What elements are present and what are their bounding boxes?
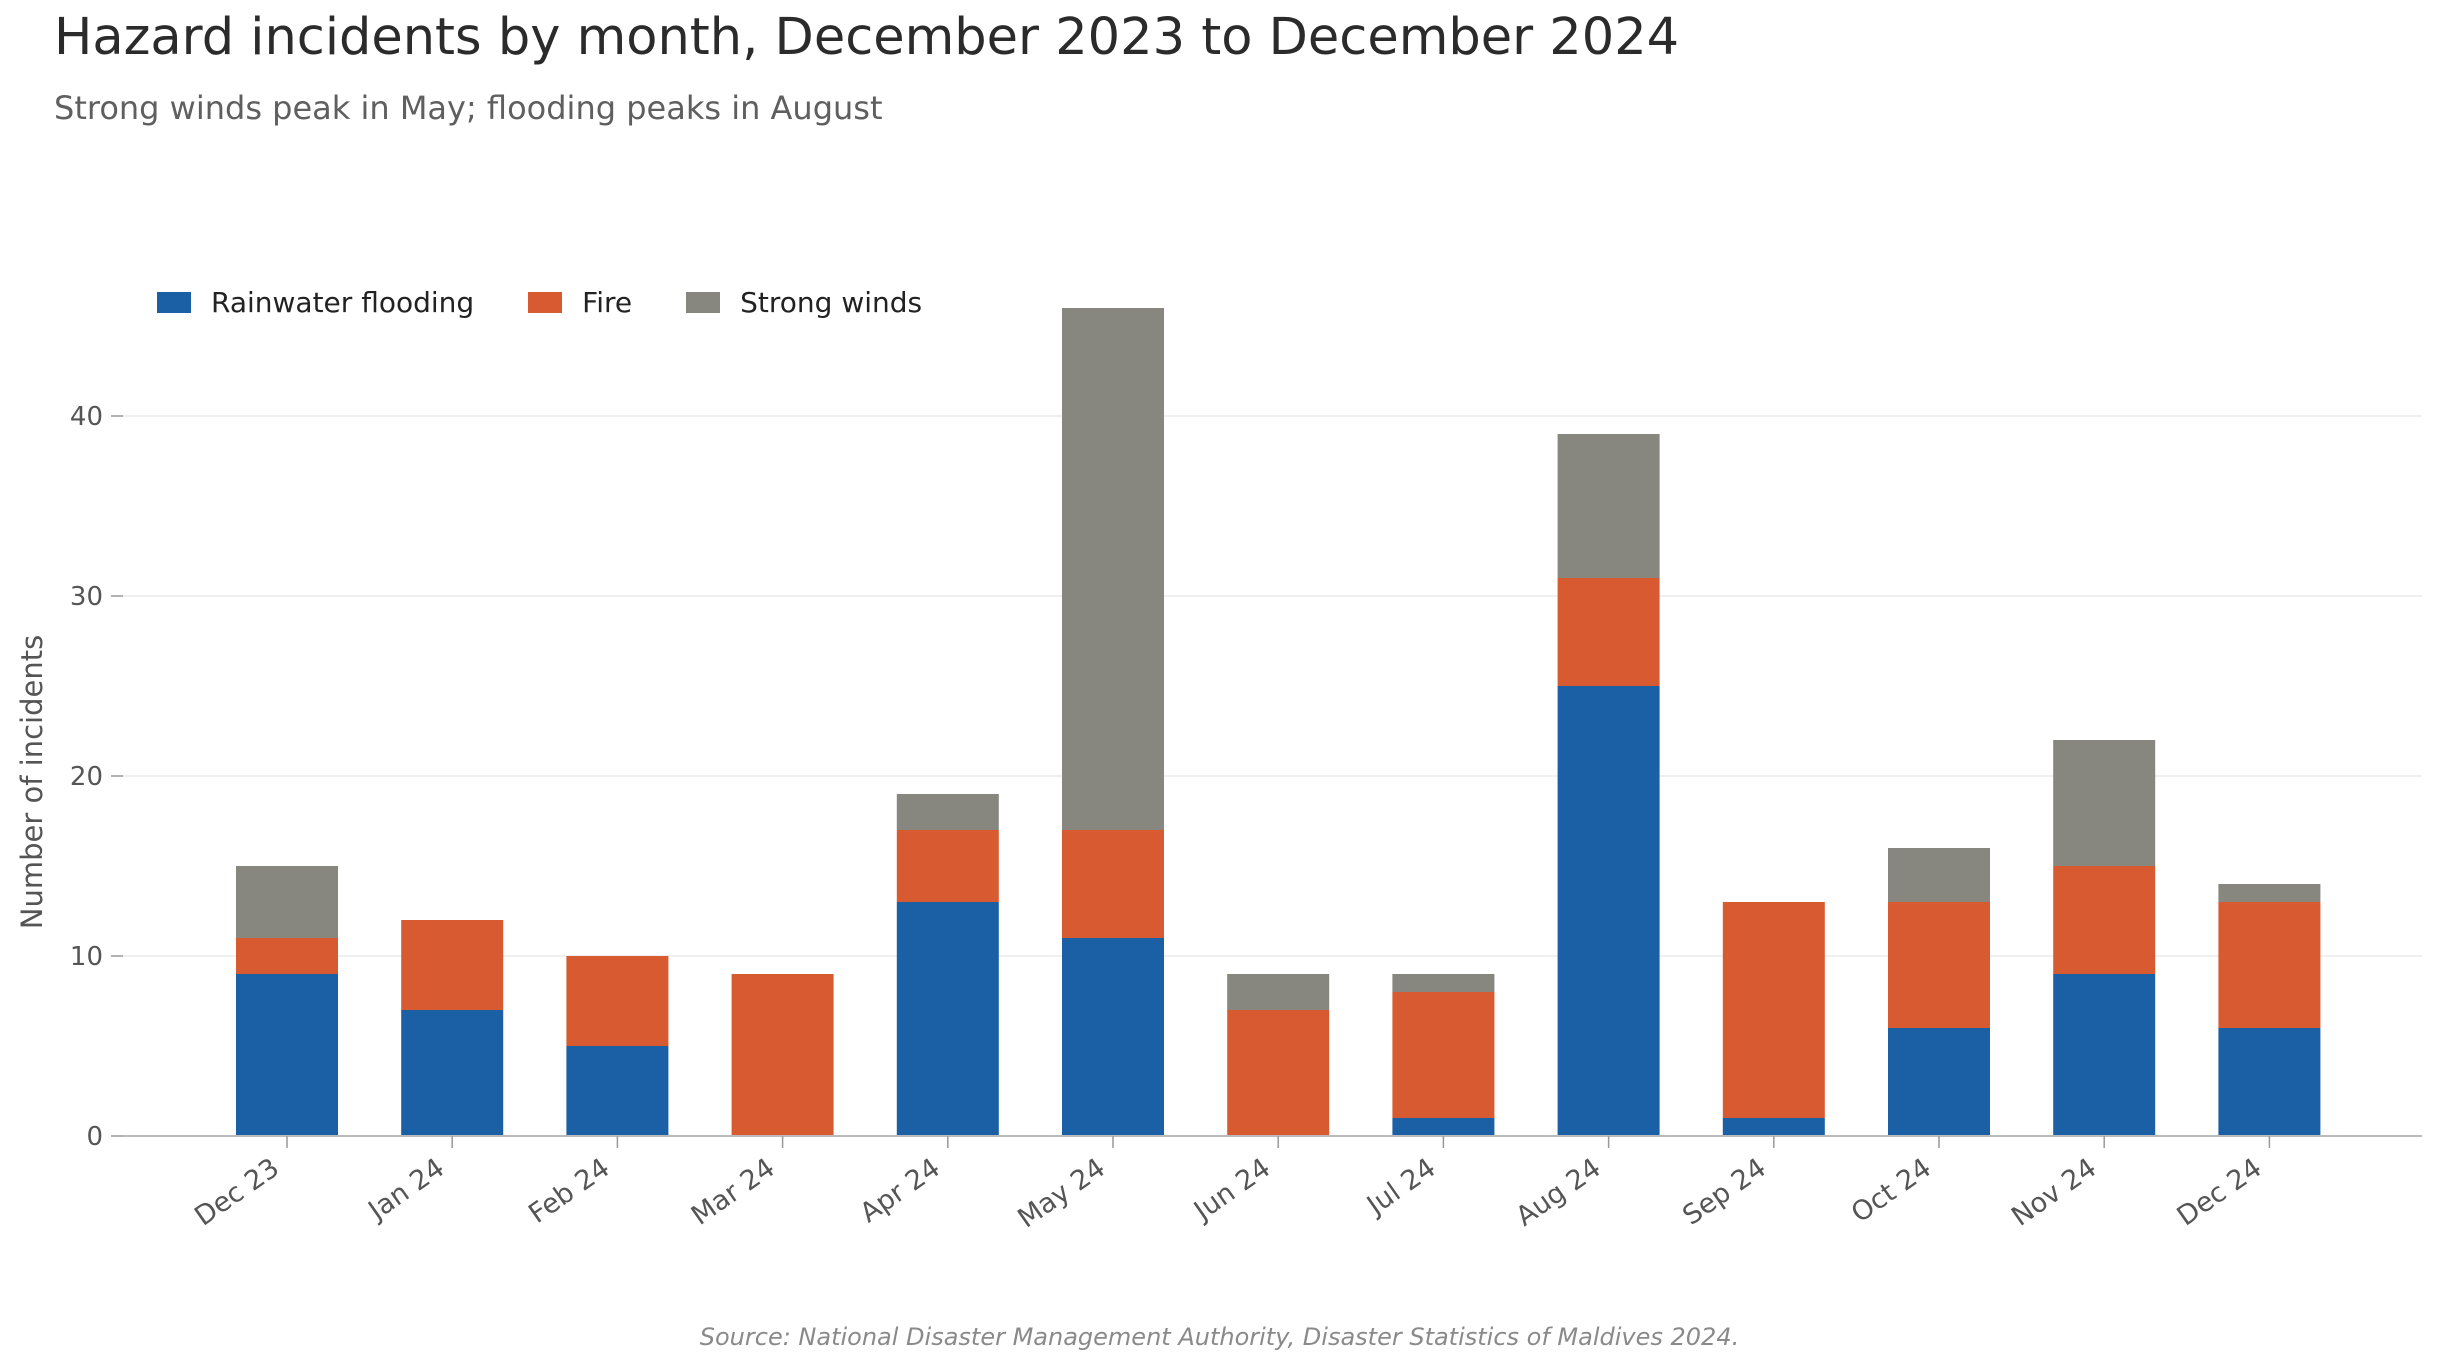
bar-fire-sep-24 bbox=[1722, 902, 1825, 1118]
bar-strong-winds-jul-24 bbox=[1392, 974, 1495, 992]
bar-fire-mar-24 bbox=[731, 974, 834, 1136]
y-tick-label-0: 0 bbox=[86, 1122, 103, 1152]
bar-fire-jan-24 bbox=[401, 920, 504, 1010]
legend-item-strong-winds: Strong winds bbox=[686, 286, 922, 319]
bar-strong-winds-dec-23 bbox=[236, 866, 338, 938]
legend-label-strong-winds: Strong winds bbox=[740, 286, 923, 319]
bar-rainwater-flooding-sep-24 bbox=[1722, 1118, 1825, 1136]
source-note: Source: National Disaster Management Aut… bbox=[699, 1323, 1740, 1351]
x-tick-label: Jun 24 bbox=[1187, 1152, 1276, 1227]
bar-fire-oct-24 bbox=[1888, 902, 1990, 1028]
chart-title: Hazard incidents by month, December 2023… bbox=[54, 8, 1680, 67]
y-tick-label-30: 30 bbox=[70, 582, 103, 612]
bar-rainwater-flooding-dec-24 bbox=[2218, 1028, 2321, 1136]
x-tick-label: Dec 24 bbox=[2172, 1152, 2268, 1232]
bar-strong-winds-dec-24 bbox=[2218, 884, 2321, 902]
bar-rainwater-flooding-oct-24 bbox=[1888, 1028, 1990, 1136]
x-tick-label: Jul 24 bbox=[1360, 1152, 1441, 1222]
bar-fire-jun-24 bbox=[1227, 1010, 1330, 1136]
bar-fire-nov-24 bbox=[2053, 866, 2156, 974]
bar-fire-may-24 bbox=[1062, 830, 1164, 938]
bar-fire-dec-23 bbox=[236, 938, 338, 974]
bar-strong-winds-aug-24 bbox=[1557, 434, 1660, 578]
bar-rainwater-flooding-dec-23 bbox=[236, 974, 338, 1136]
bar-fire-aug-24 bbox=[1557, 578, 1660, 686]
bar-rainwater-flooding-nov-24 bbox=[2053, 974, 2156, 1136]
x-tick-label: Dec 23 bbox=[189, 1152, 285, 1232]
bar-rainwater-flooding-aug-24 bbox=[1557, 686, 1660, 1136]
x-tick-label: Feb 24 bbox=[523, 1152, 615, 1229]
bar-rainwater-flooding-may-24 bbox=[1062, 938, 1164, 1136]
legend-swatch-flooding bbox=[157, 292, 191, 313]
bar-strong-winds-may-24 bbox=[1062, 308, 1164, 830]
x-tick-label: May 24 bbox=[1012, 1152, 1111, 1234]
chart-subtitle: Strong winds peak in May; flooding peaks… bbox=[54, 89, 883, 127]
legend-item-flooding: Rainwater flooding bbox=[157, 286, 474, 319]
x-tick-label: Aug 24 bbox=[1510, 1152, 1606, 1232]
legend-swatch-fire bbox=[528, 292, 563, 313]
x-tick-label: Oct 24 bbox=[1846, 1152, 1937, 1229]
bar-fire-apr-24 bbox=[896, 830, 999, 902]
x-tick-label: Apr 24 bbox=[855, 1152, 946, 1229]
y-tick-label-40: 40 bbox=[70, 402, 103, 432]
bar-fire-feb-24 bbox=[566, 956, 669, 1046]
x-tick-label: Sep 24 bbox=[1677, 1152, 1772, 1231]
bars bbox=[236, 308, 2321, 1136]
bar-rainwater-flooding-jul-24 bbox=[1392, 1118, 1495, 1136]
legend-swatch-strong-winds bbox=[686, 292, 721, 313]
legend-label-flooding: Rainwater flooding bbox=[211, 286, 475, 319]
x-tick-label: Jan 24 bbox=[362, 1152, 451, 1227]
bar-strong-winds-apr-24 bbox=[896, 794, 999, 830]
bar-fire-jul-24 bbox=[1392, 992, 1495, 1118]
bar-fire-dec-24 bbox=[2218, 902, 2321, 1028]
gridlines bbox=[123, 415, 2422, 957]
bar-rainwater-flooding-jan-24 bbox=[401, 1010, 504, 1136]
x-tick-label: Mar 24 bbox=[686, 1152, 781, 1231]
bar-rainwater-flooding-apr-24 bbox=[896, 902, 999, 1136]
bar-strong-winds-jun-24 bbox=[1227, 974, 1330, 1010]
bar-rainwater-flooding-feb-24 bbox=[566, 1046, 669, 1136]
bar-strong-winds-nov-24 bbox=[2053, 740, 2156, 866]
y-axis-label: Number of incidents bbox=[15, 635, 49, 929]
y-tick-label-20: 20 bbox=[70, 762, 103, 792]
bar-strong-winds-oct-24 bbox=[1888, 848, 1990, 902]
x-tick-label: Nov 24 bbox=[2006, 1152, 2102, 1232]
legend-item-fire: Fire bbox=[528, 286, 632, 319]
legend: Rainwater flooding Fire Strong winds bbox=[157, 286, 976, 319]
legend-label-fire: Fire bbox=[582, 286, 633, 319]
y-tick-label-10: 10 bbox=[70, 942, 103, 972]
